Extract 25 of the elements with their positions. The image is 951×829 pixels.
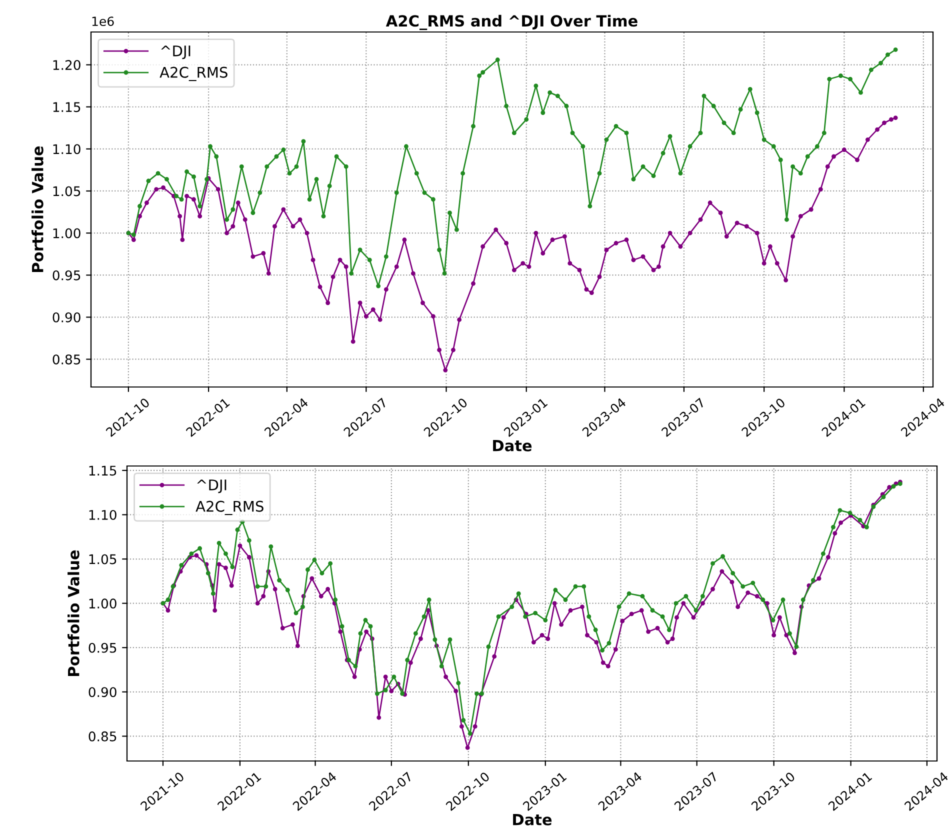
legend-label: ^DJI	[197, 480, 226, 494]
y-axis-title: Portfolio Value	[68, 550, 80, 676]
legend-label: A2C_RMS	[160, 66, 228, 82]
y-tick-label: 1.05	[89, 554, 116, 564]
y-tick-label: 1.05	[53, 186, 80, 196]
y-tick-label: 1.15	[89, 466, 116, 476]
y-tick-label: 1.00	[89, 598, 116, 609]
chart-title: A2C_RMS and ^DJI Over Time	[386, 14, 638, 30]
y-tick-label: 0.90	[88, 687, 116, 698]
y-axis-title: Portfolio Value	[32, 146, 44, 272]
y-tick-label: 0.85	[88, 731, 116, 742]
legend-label: A2C_RMS	[196, 500, 264, 516]
y-tick-label: 0.85	[52, 354, 80, 364]
y-tick-label: 1.00	[53, 228, 80, 238]
y-tick-label: 0.95	[88, 642, 116, 653]
y-tick-label: 0.95	[52, 270, 80, 280]
text: 1e6	[92, 16, 114, 26]
y-tick-label: 1.20	[53, 60, 80, 70]
x-axis-title: Date	[513, 814, 552, 826]
y-tick-label: 1.10	[89, 510, 116, 520]
x-axis-title: Date	[493, 440, 532, 452]
y-tick-label: 1.10	[53, 144, 80, 154]
legend-label: ^DJI	[161, 46, 190, 60]
y-tick-label: 1.15	[53, 102, 80, 112]
y-tick-label: 0.90	[52, 312, 80, 322]
